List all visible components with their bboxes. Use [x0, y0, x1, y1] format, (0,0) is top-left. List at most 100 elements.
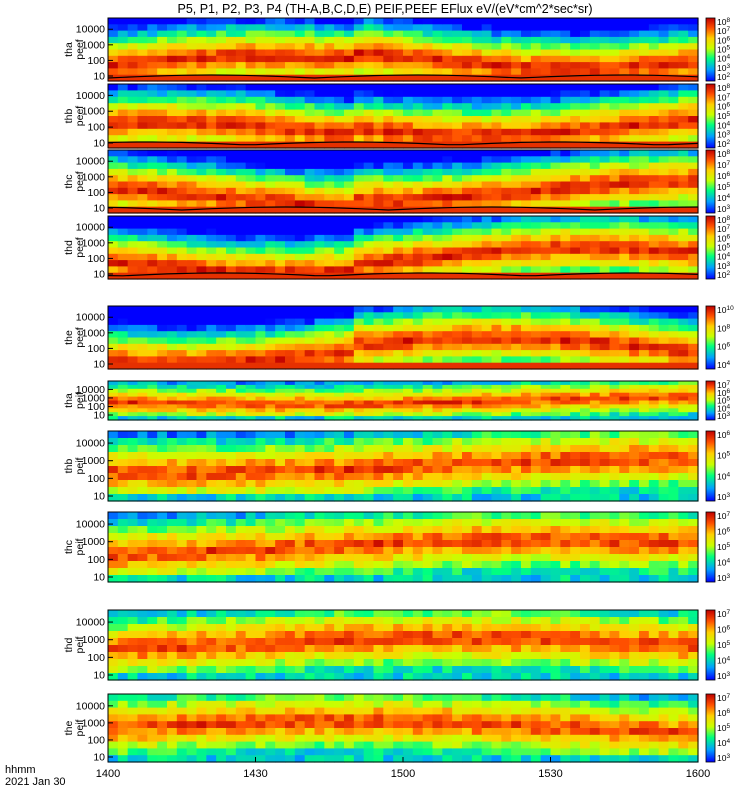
heatmap-cell — [127, 266, 139, 274]
heatmap-cell — [147, 568, 158, 576]
heatmap-cell — [186, 438, 198, 446]
heatmap-cell — [127, 90, 139, 98]
heatmap-cell — [491, 306, 502, 313]
heatmap-cell — [442, 55, 453, 63]
heatmap-cell — [639, 356, 650, 364]
heatmap-cell — [599, 473, 611, 481]
heatmap-cell — [265, 362, 276, 370]
heatmap-cell — [619, 222, 630, 230]
heatmap-cell — [255, 122, 266, 130]
heatmap-cell — [363, 561, 375, 569]
heatmap-cell — [176, 49, 188, 57]
heatmap-cell — [462, 512, 473, 520]
heatmap-cell — [137, 168, 148, 176]
heatmap-cell — [599, 228, 611, 236]
heatmap-cell — [353, 445, 365, 453]
heatmap-cell — [580, 24, 591, 32]
heatmap-cell — [422, 206, 434, 214]
heatmap-cell — [147, 610, 158, 618]
heatmap-cell — [108, 103, 119, 111]
heatmap-cell — [570, 62, 581, 69]
heatmap-cell — [255, 404, 266, 409]
heatmap-cell — [521, 187, 532, 195]
heatmap-cell — [688, 533, 699, 541]
heatmap-cell — [137, 312, 148, 320]
heatmap-cell — [157, 122, 168, 130]
heatmap-cell — [334, 416, 345, 421]
heatmap-cell — [570, 356, 581, 364]
heatmap-cell — [452, 416, 463, 421]
heatmap-cell — [540, 438, 552, 446]
heatmap-cell — [363, 49, 375, 57]
heatmap-cell — [412, 228, 424, 236]
heatmap-cell — [235, 412, 247, 417]
heatmap-cell — [304, 266, 316, 274]
heatmap-cell — [304, 187, 316, 195]
heatmap-cell — [629, 331, 640, 339]
heatmap-cell — [285, 459, 296, 467]
heatmap-cell — [196, 306, 207, 313]
heatmap-cell — [373, 337, 384, 345]
heatmap-cell — [530, 241, 542, 249]
heatmap-cell — [599, 266, 611, 274]
heatmap-cell — [560, 62, 571, 69]
heatmap-cell — [432, 62, 443, 69]
heatmap-cell — [206, 459, 217, 467]
heatmap-cell — [324, 452, 335, 460]
heatmap-cell — [216, 526, 227, 534]
heatmap-cell — [422, 241, 434, 249]
heatmap-cell — [235, 222, 247, 230]
heatmap-cell — [442, 175, 453, 183]
heatmap-cell — [344, 547, 355, 555]
heatmap-cell — [255, 206, 266, 214]
heatmap-cell — [206, 396, 217, 402]
heatmap-cell — [265, 168, 276, 176]
heatmap-cell — [373, 206, 384, 214]
heatmap-cell — [462, 547, 473, 555]
heatmap-cell — [324, 222, 335, 230]
heatmap-cell — [147, 18, 158, 25]
heatmap-cell — [353, 90, 365, 98]
heatmap-cell — [540, 318, 552, 326]
heatmap-cell — [629, 90, 640, 98]
heatmap-cell — [235, 90, 247, 98]
heatmap-cell — [294, 547, 306, 555]
heatmap-cell — [216, 18, 227, 25]
heatmap-cell — [117, 62, 129, 69]
heatmap-cell — [403, 350, 414, 357]
heatmap-cell — [560, 84, 571, 91]
heatmap-cell — [245, 487, 257, 495]
heatmap-cell — [127, 49, 139, 57]
heatmap-cell — [255, 162, 266, 170]
heatmap-cell — [511, 554, 522, 562]
panel-label: peef — [74, 171, 86, 192]
heatmap-cell — [314, 103, 325, 111]
heatmap-cell — [648, 68, 660, 76]
heatmap-cell — [442, 228, 453, 236]
heatmap-cell — [157, 540, 168, 548]
y-tick-label: 10 — [93, 203, 105, 215]
heatmap-cell — [462, 400, 473, 405]
heatmap-cell — [570, 96, 581, 104]
heatmap-cell — [422, 412, 434, 417]
heatmap-cell — [245, 18, 257, 25]
heatmap-cell — [157, 30, 168, 38]
heatmap-cell — [501, 445, 512, 453]
heatmap-cell — [176, 452, 188, 460]
heatmap-cell — [609, 49, 620, 57]
heatmap-cell — [255, 533, 266, 541]
heatmap-cell — [688, 408, 699, 413]
heatmap-cell — [530, 561, 542, 569]
heatmap-cell — [245, 331, 257, 339]
heatmap-cell — [658, 337, 670, 345]
heatmap-cell — [540, 90, 552, 98]
heatmap-cell — [580, 272, 591, 280]
heatmap-cell — [383, 473, 394, 481]
heatmap-cell — [412, 533, 424, 541]
heatmap-cell — [186, 49, 198, 57]
heatmap-cell — [471, 260, 483, 267]
heatmap-cell — [511, 162, 522, 170]
heatmap-cell — [629, 74, 640, 82]
heatmap-cell — [481, 206, 493, 214]
heatmap-cell — [491, 30, 502, 38]
